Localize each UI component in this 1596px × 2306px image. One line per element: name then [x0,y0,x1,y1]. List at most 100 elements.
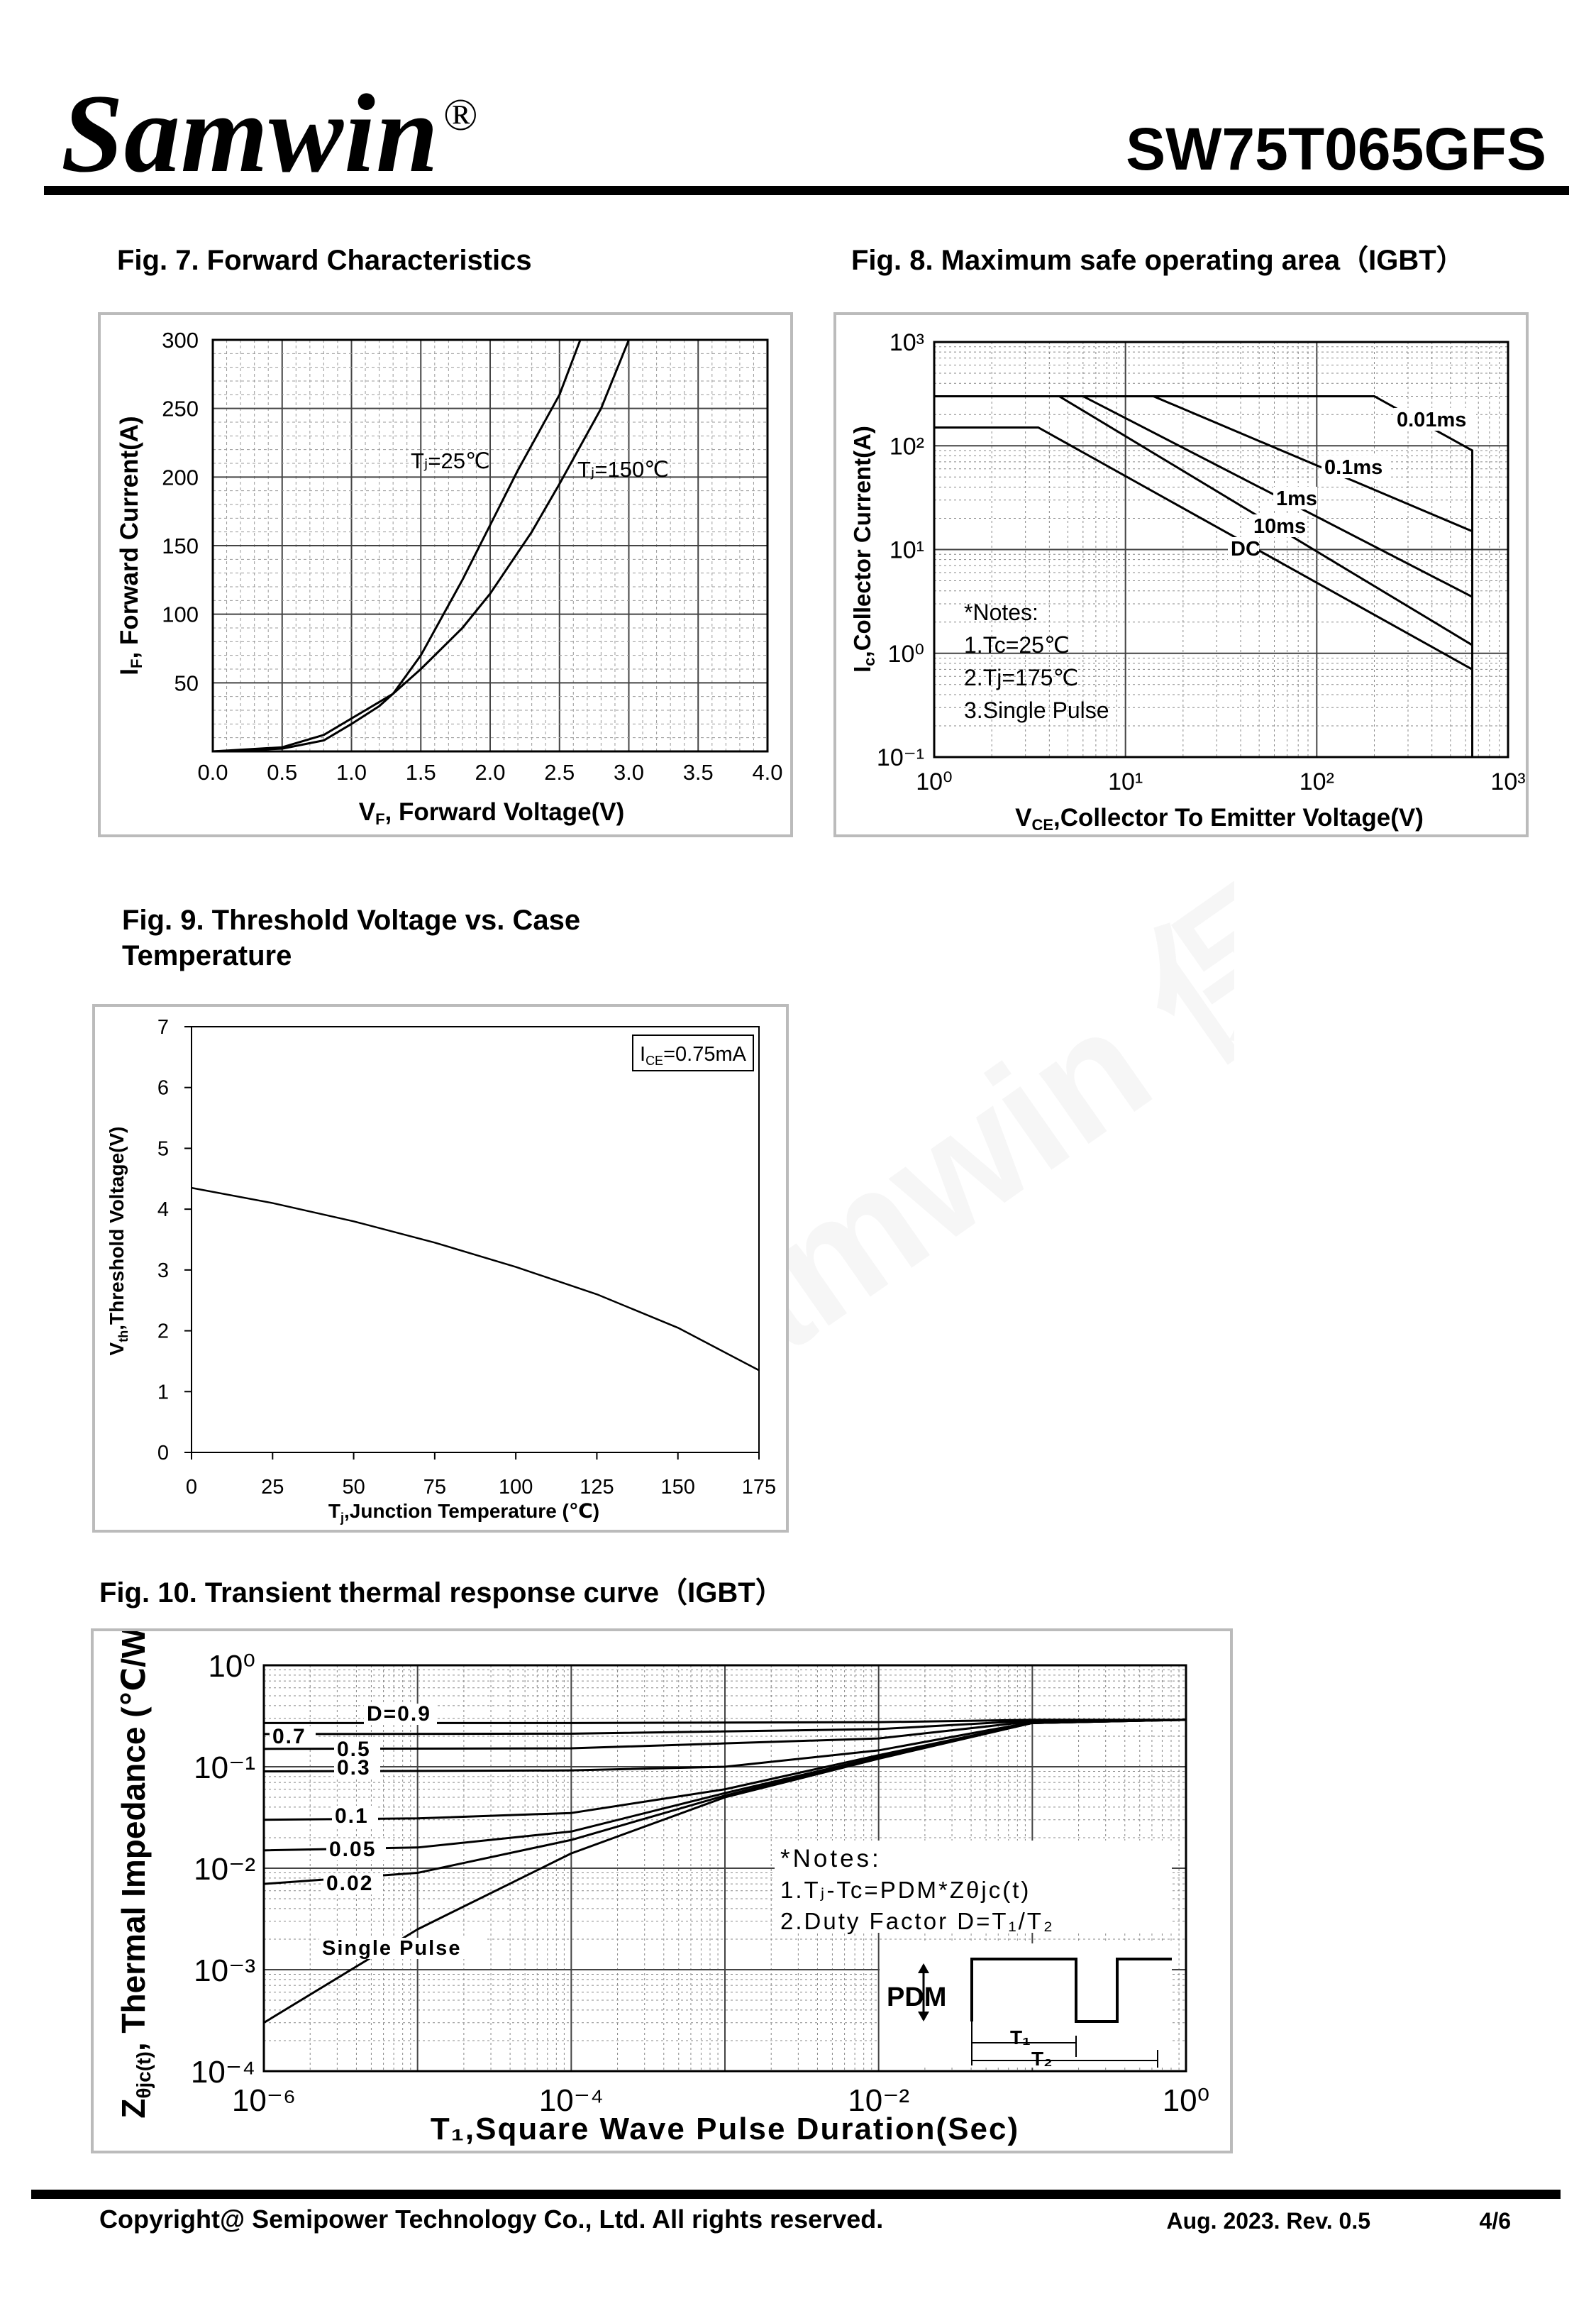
fig10-label-bg [334,1758,380,1779]
fig9-series-line [191,1186,760,1372]
fig9-y-tick-label: 0 [157,1442,169,1464]
fig8-series-line [934,395,1473,533]
fig8-label-bg [1321,456,1391,478]
fig7-series-line [212,339,630,753]
fig10-series-label: 0.5 [337,1738,371,1761]
fig7-y-tick-label: 250 [162,397,199,421]
fig8-y-ticks: 10⁻¹ 10⁰ 10¹ 10² 10³ [877,329,924,771]
fig9-x-tick-label: 175 [742,1476,776,1499]
fig10-y-tick-label: 10⁻³ [194,1953,255,1988]
logo-text: Samwin [61,72,439,196]
fig7-x-tick-label: 0.0 [197,760,228,785]
fig10-svg: 10⁻⁶ 10⁻⁴ 10⁻² 10⁰ 10⁰ 10⁻¹ 10⁻² 10⁻³ 10⁻⁴ D=0.… [115,1631,1209,2146]
fig10-y-tick-label: 10⁻¹ [194,1750,255,1785]
fig9-y-tick-label: 2 [157,1320,169,1343]
fig9-y-tick-label: 3 [157,1259,169,1282]
fig9-legend-text: ICE=0.75mA [640,1043,747,1068]
fig9-legend-box [632,1035,754,1071]
footer-page-number: 4/6 [1479,2208,1511,2234]
fig10-series-label: 0.05 [329,1838,376,1861]
fig7-x-tick-label: 4.0 [752,760,782,785]
fig8-x-tick-label: 10² [1299,768,1334,795]
fig8-plot-frame [933,341,1509,758]
fig7-series-line [212,339,582,753]
fig10-x-ticks: 10⁻⁶ 10⁻⁴ 10⁻² 10⁰ [232,2083,1209,2118]
fig10-pulse-diagram: PDM T₁ T₂ [880,1943,1172,2070]
fig9-x-tick-label: 100 [499,1476,533,1499]
fig9-title: Fig. 9. Threshold Voltage vs. Case Temper… [122,903,580,973]
fig9-y-tick-label: 7 [157,1016,169,1039]
fig10-x-tick-label: 10⁻⁴ [539,2083,604,2118]
fig7-svg: 0.0 0.5 1.0 1.5 2.0 2.5 3.0 3.5 4.0 50 100 150 200 2… [116,328,783,828]
fig8-note-line: 3.Single Pulse [964,697,1109,723]
fig9-y-ticks: 0 1 2 3 4 5 6 7 [157,1016,192,1464]
fig9-y-tick-label: 4 [157,1198,169,1221]
fig10-series-label: D=0.9 [367,1702,431,1726]
fig10-plot-frame [262,1664,1187,2073]
fig10-series [263,1719,1187,2024]
fig10-title: Fig. 10. Transient thermal response curv… [99,1577,784,1609]
fig10-chart: 10⁻⁶ 10⁻⁴ 10⁻² 10⁰ 10⁰ 10⁻¹ 10⁻² 10⁻³ 10⁻⁴ D=0.… [91,1628,1233,2153]
fig8-x-axis-label: VCE,Collector To Emitter Voltage(V) [1015,804,1424,834]
fig9-x-axis-label: Tj,Junction Temperature (℃) [328,1500,599,1525]
fig8-grid [934,342,1508,757]
fig8-label-bg [1273,487,1317,509]
pdm-arrow-head-up [918,1963,929,1973]
fig10-x-tick-label: 10⁻⁶ [232,2083,296,2118]
fig10-label-bg [332,1806,378,1827]
fig10-series-label: 0.3 [337,1756,371,1780]
pdm-arrow-head-down [918,2012,929,2021]
fig7-y-tick-label: 150 [162,534,199,558]
fig7-series [212,339,630,753]
registered-mark: ® [443,89,479,140]
fig8-y-tick-label: 10³ [890,329,924,356]
header-rule [44,186,1569,195]
fig8-series-label: 1ms [1276,487,1317,510]
fig8-series-line [934,426,1473,671]
fig8-series-label: 0.1ms [1324,456,1382,479]
fig7-x-axis-label: VF, Forward Voltage(V) [359,798,625,828]
fig7-x-tick-label: 3.5 [683,760,714,785]
fig10-x-axis-label: T₁,Square Wave Pulse Duration(Sec) [431,2112,1019,2146]
fig8-series-label: 10ms [1253,515,1306,538]
fig8-x-tick-label: 10¹ [1108,768,1143,795]
fig10-y-axis-label: Zθjc(t), Thermal Impedance (℃/W) [115,1631,155,2119]
fig9-series [191,1186,760,1372]
fig8-series-label: 0.01ms [1397,409,1466,431]
fig8-chart: 10⁰ 10¹ 10² 10³ 10⁻¹ 10⁰ 10¹ 10² 10³ 0.01ms 0.1m… [833,312,1529,837]
fig9-title-line1: Fig. 9. Threshold Voltage vs. Case [122,905,581,936]
fig10-x-tick-label: 10⁰ [1163,2083,1210,2118]
t1-label: T₁ [1010,2026,1031,2048]
t2-label: T₂ [1031,2048,1053,2070]
fig8-note-line: 2.Tj=175℃ [964,665,1078,690]
fig7-curve2-label: Tⱼ=150℃ [577,457,669,482]
fig8-x-tick-label: 10³ [1490,768,1525,795]
fig10-label-bg [334,1739,380,1760]
fig8-note-line: 1.Tc=25℃ [964,632,1070,658]
fig7-x-tick-label: 1.5 [406,760,436,785]
footer-copyright: Copyright@ Semipower Technology Co., Ltd… [99,2205,884,2234]
part-number: SW75T065GFS [1126,116,1546,182]
fig10-label-bg [270,1726,316,1748]
fig7-y-axis-label: IF, Forward Current(A) [116,416,145,675]
fig8-y-tick-label: 10⁰ [888,641,924,668]
fig10-notes-bg [775,1841,1172,1933]
fig10-x-tick-label: 10⁻² [848,2083,909,2118]
fig7-x-tick-label: 3.0 [614,760,644,785]
fig9-y-axis-label: Vth,Threshold Voltage(V) [106,1127,131,1356]
fig7-x-tick-label: 0.5 [267,760,297,785]
fig8-label-bg [1394,408,1476,431]
fig7-y-tick-label: 300 [162,328,199,353]
fig9-x-tick-label: 125 [580,1476,614,1499]
fig10-label-bg [364,1704,437,1725]
fig7-chart: 0.0 0.5 1.0 1.5 2.0 2.5 3.0 3.5 4.0 50 100 150 200 2… [98,312,793,837]
fig8-note-line: *Notes: [964,600,1038,625]
fig7-y-tick-label: 200 [162,465,199,490]
fig9-x-tick-label: 25 [261,1476,284,1499]
fig9-y-tick-label: 5 [157,1137,169,1160]
fig7-curve1-label: Tⱼ=25℃ [411,448,490,473]
fig7-grid [213,340,767,751]
fig8-x-ticks: 10⁰ 10¹ 10² 10³ [916,768,1525,795]
